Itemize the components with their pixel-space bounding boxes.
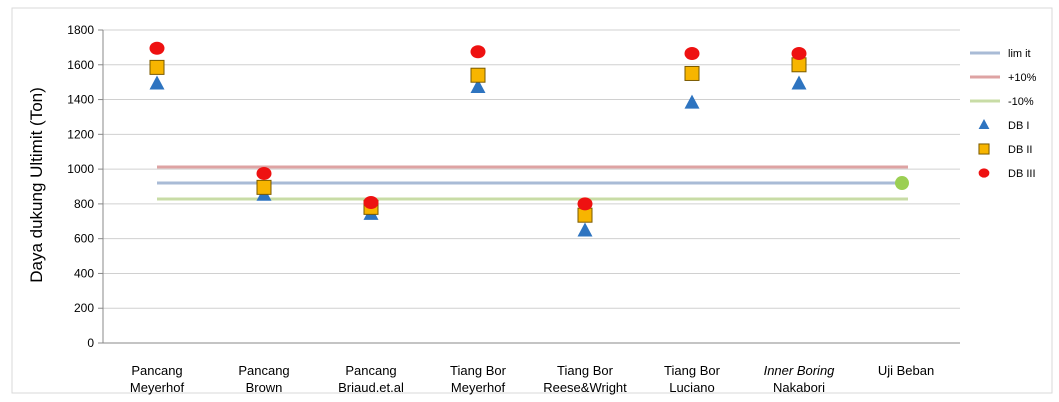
- x-tick-label-line2: Nakabori: [773, 380, 825, 395]
- x-tick-label-line1: Tiang Bor: [557, 363, 614, 378]
- marker-circle: [577, 197, 593, 211]
- marker-triangle: [978, 118, 990, 130]
- x-tick-label-line2: Meyerhof: [130, 380, 185, 395]
- legend-label: DB II: [1008, 144, 1032, 156]
- marker-square: [470, 67, 486, 83]
- marker-triangle: [791, 75, 807, 90]
- marker-triangle: [684, 94, 700, 109]
- y-tick-label: 1000: [67, 162, 94, 176]
- x-tick-label-line1: Pancang: [345, 363, 396, 378]
- legend-label: -10%: [1008, 96, 1034, 108]
- x-tick-label-line1: Pancang: [131, 363, 182, 378]
- x-tick-label-line1: Tiang Bor: [450, 363, 507, 378]
- x-axis: Pancang Meyerhof Pancang Brown Pancang Briaud…: [103, 342, 960, 395]
- reference-lines: [157, 165, 908, 201]
- marker-square: [978, 143, 990, 155]
- x-tick-label-line2: Reese&Wright: [543, 380, 627, 395]
- y-tick-label: 1600: [67, 58, 94, 72]
- marker-square: [684, 65, 700, 81]
- y-tick-label: 200: [74, 301, 94, 315]
- x-tick-label-line2: Brown: [246, 380, 283, 395]
- x-tick-label-line2: Meyerhof: [451, 380, 506, 395]
- marker-circle: [470, 45, 486, 59]
- marker-circle: [363, 195, 379, 209]
- y-axis: 0 200 400 600 800 1000 1200 1400 1600 1800: [67, 23, 104, 350]
- y-tick-label: 1200: [67, 127, 94, 141]
- x-tick-label-line1: Tiang Bor: [664, 363, 721, 378]
- x-tick-label-line1: Uji Beban: [878, 363, 934, 378]
- x-tick-label-line1: Inner Boring: [764, 363, 836, 378]
- marker-circle: [791, 46, 807, 60]
- marker-triangle: [577, 222, 593, 237]
- marker-square: [256, 179, 272, 195]
- y-axis-label: Daya dukung Ultimit (Ton): [27, 87, 46, 283]
- marker-square: [149, 59, 165, 75]
- y-tick-label: 1800: [67, 23, 94, 37]
- y-tick-label: 400: [74, 266, 94, 280]
- marker-circle: [978, 168, 990, 178]
- marker-circle: [684, 46, 700, 60]
- legend-label: DB I: [1008, 120, 1029, 132]
- y-tick-label: 0: [87, 336, 94, 350]
- y-tick-label: 600: [74, 232, 94, 246]
- data-points: [149, 41, 909, 237]
- test-load-point: [895, 176, 909, 191]
- legend-label: +10%: [1008, 72, 1037, 84]
- y-tick-label: 800: [74, 197, 94, 211]
- marker-triangle: [470, 78, 486, 93]
- marker-triangle: [149, 75, 165, 90]
- x-tick-label-line2: Briaud.et.al: [338, 380, 404, 395]
- legend-label: DB III: [1008, 168, 1036, 180]
- legend: lim it +10% -10% DB I DB II DB III: [970, 48, 1037, 180]
- y-tick-label: 1400: [67, 93, 94, 107]
- x-tick-label-line1: Pancang: [238, 363, 289, 378]
- marker-circle: [256, 166, 272, 180]
- marker-circle: [149, 41, 165, 55]
- x-tick-label-line2: Luciano: [669, 380, 715, 395]
- legend-label: lim it: [1008, 48, 1031, 60]
